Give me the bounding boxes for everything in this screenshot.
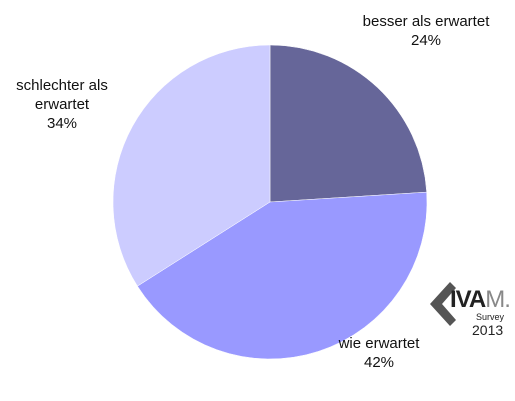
- pie-slice: [112, 44, 271, 287]
- pie-slice: [137, 191, 428, 360]
- slice-label: schlechter als erwartet 34%: [0, 76, 127, 133]
- slice-label: besser als erwartet 24%: [361, 12, 491, 50]
- logo-name-suffix: M.: [485, 286, 511, 313]
- logo-subtitle: Survey: [476, 312, 505, 322]
- logo-name: IVAM.: [450, 286, 511, 314]
- pie-slice: [269, 44, 427, 203]
- logo: IVAM. Survey 2013: [428, 276, 512, 346]
- category-label: wie erwartet: [338, 335, 420, 352]
- logo-name-main: IVA: [450, 286, 486, 313]
- logo-icon: [430, 282, 456, 326]
- category-label: schlechter als erwartet: [16, 77, 108, 113]
- category-label: besser als erwartet: [362, 13, 490, 30]
- slice-label: wie erwartet 42%: [314, 334, 444, 372]
- value-label: 24%: [410, 32, 442, 49]
- value-label: 42%: [363, 354, 395, 371]
- value-label: 34%: [46, 115, 78, 132]
- logo-year: 2013: [472, 322, 504, 338]
